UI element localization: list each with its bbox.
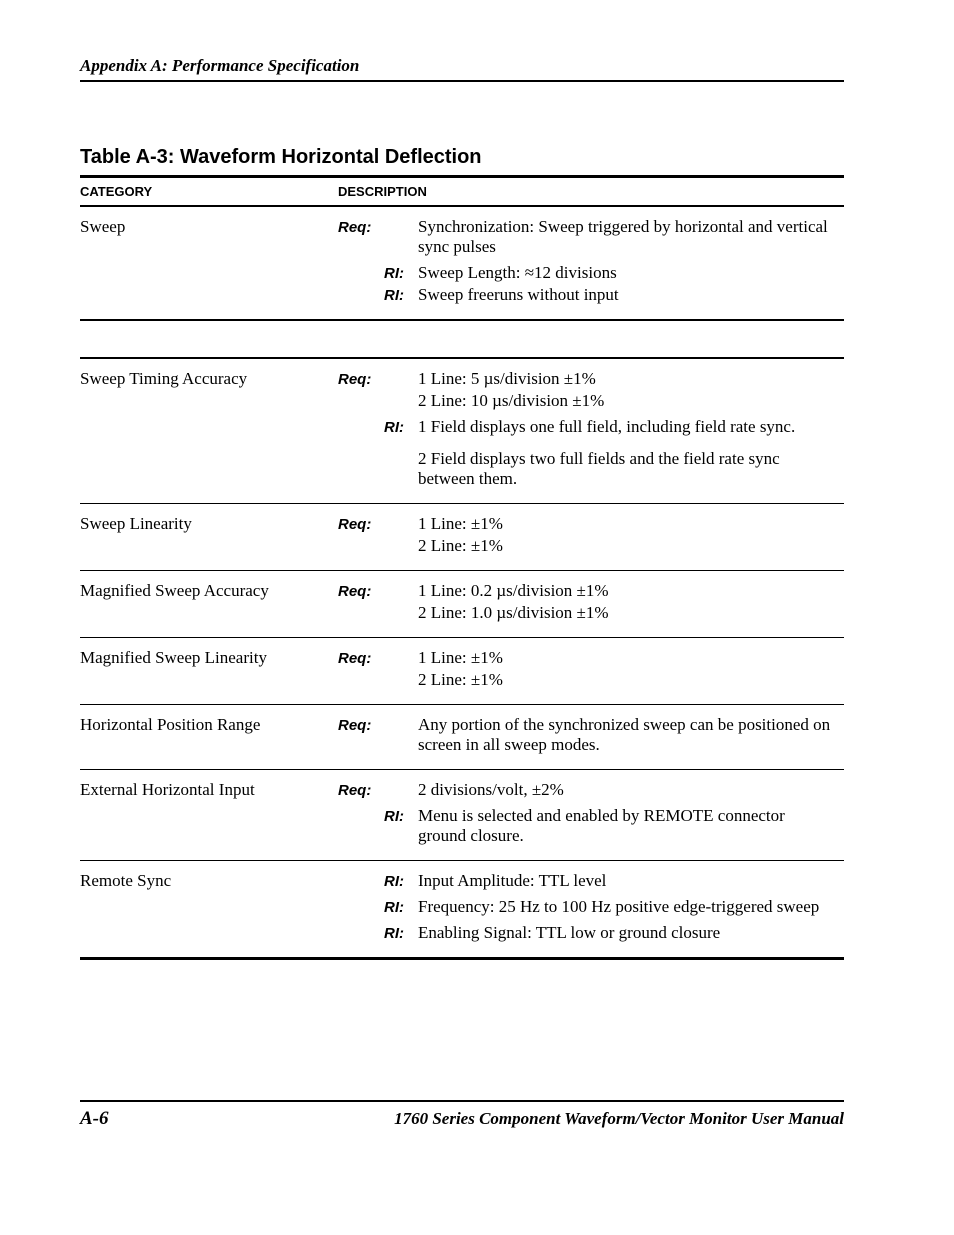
ri-text: Sweep freeruns without input <box>418 285 836 305</box>
req-text: 2 divisions/volt, ±2% <box>418 780 836 800</box>
page-number: A-6 <box>80 1108 109 1130</box>
ri-label: RI: <box>384 287 404 304</box>
req-label: Req: <box>338 717 371 734</box>
req-label: Req: <box>338 516 371 533</box>
req-label: Req: <box>338 219 371 236</box>
ri-text: Sweep Length: ≈12 divisions <box>418 263 836 283</box>
ri-text: 1 Field displays one full field, includi… <box>418 417 836 437</box>
spec-table-1: CATEGORY DESCRIPTION Sweep Req: Synchron… <box>80 175 844 320</box>
cell-category: Horizontal Position Range <box>80 705 338 770</box>
ri-text: Enabling Signal: TTL low or ground closu… <box>418 923 836 943</box>
col-header-description: DESCRIPTION <box>338 177 844 207</box>
req-label: Req: <box>338 371 371 388</box>
req-label: Req: <box>338 782 371 799</box>
cell-description: Req: 1 Line: 5 µs/division ±1% 2 Line: 1… <box>338 358 844 504</box>
table-gap <box>80 320 844 357</box>
running-header: Appendix A: Performance Specification <box>80 56 844 82</box>
req-text: Synchronization: Sweep triggered by hori… <box>418 217 836 257</box>
table-row: Sweep Linearity Req: 1 Line: ±1% 2 Line:… <box>80 504 844 571</box>
ri-label: RI: <box>384 925 404 942</box>
cell-description: Req: 2 divisions/volt, ±2% RI: Menu is s… <box>338 770 844 861</box>
cell-category: Sweep <box>80 206 338 320</box>
table-row: Magnified Sweep Accuracy Req: 1 Line: 0.… <box>80 571 844 638</box>
table-row: Horizontal Position Range Req: Any porti… <box>80 705 844 770</box>
cell-description: Req: Any portion of the synchronized swe… <box>338 705 844 770</box>
req-text: Any portion of the synchronized sweep ca… <box>418 715 836 755</box>
req-label: Req: <box>338 650 371 667</box>
table-title: Table A-3: Waveform Horizontal Deflectio… <box>80 146 844 169</box>
table-row: External Horizontal Input Req: 2 divisio… <box>80 770 844 861</box>
manual-title: 1760 Series Component Waveform/Vector Mo… <box>394 1109 844 1129</box>
ri-label: RI: <box>384 873 404 890</box>
table-row: Magnified Sweep Linearity Req: 1 Line: ±… <box>80 638 844 705</box>
ri-text: 2 Field displays two full fields and the… <box>418 449 836 489</box>
req-text: 1 Line: ±1% <box>418 514 836 534</box>
table-row: Remote Sync RI: Input Amplitude: TTL lev… <box>80 861 844 959</box>
ri-label: RI: <box>384 808 404 825</box>
req-text: 1 Line: ±1% <box>418 648 836 668</box>
req-text: 2 Line: ±1% <box>418 536 836 556</box>
ri-text: Input Amplitude: TTL level <box>418 871 836 891</box>
cell-description: Req: 1 Line: 0.2 µs/division ±1% 2 Line:… <box>338 571 844 638</box>
req-text: 2 Line: ±1% <box>418 670 836 690</box>
req-text: 2 Line: 10 µs/division ±1% <box>418 391 836 411</box>
table-row: Sweep Req: Synchronization: Sweep trigge… <box>80 206 844 320</box>
cell-category: Sweep Linearity <box>80 504 338 571</box>
req-text: 1 Line: 0.2 µs/division ±1% <box>418 581 836 601</box>
cell-category: Magnified Sweep Linearity <box>80 638 338 705</box>
cell-category: Sweep Timing Accuracy <box>80 358 338 504</box>
cell-category: Magnified Sweep Accuracy <box>80 571 338 638</box>
req-text: 2 Line: 1.0 µs/division ±1% <box>418 603 836 623</box>
ri-text: Menu is selected and enabled by REMOTE c… <box>418 806 836 846</box>
page: Appendix A: Performance Specification Ta… <box>0 0 954 1170</box>
page-footer: A-6 1760 Series Component Waveform/Vecto… <box>80 1100 844 1130</box>
cell-description: RI: Input Amplitude: TTL level RI: Frequ… <box>338 861 844 959</box>
spec-table-2: Sweep Timing Accuracy Req: 1 Line: 5 µs/… <box>80 357 844 960</box>
ri-text: Frequency: 25 Hz to 100 Hz positive edge… <box>418 897 836 917</box>
col-header-category: CATEGORY <box>80 177 338 207</box>
cell-description: Req: Synchronization: Sweep triggered by… <box>338 206 844 320</box>
req-text: 1 Line: 5 µs/division ±1% <box>418 369 836 389</box>
cell-category: Remote Sync <box>80 861 338 959</box>
ri-label: RI: <box>384 265 404 282</box>
ri-label: RI: <box>384 419 404 436</box>
ri-label: RI: <box>384 899 404 916</box>
table-row: Sweep Timing Accuracy Req: 1 Line: 5 µs/… <box>80 358 844 504</box>
cell-description: Req: 1 Line: ±1% 2 Line: ±1% <box>338 504 844 571</box>
cell-category: External Horizontal Input <box>80 770 338 861</box>
req-label: Req: <box>338 583 371 600</box>
cell-description: Req: 1 Line: ±1% 2 Line: ±1% <box>338 638 844 705</box>
